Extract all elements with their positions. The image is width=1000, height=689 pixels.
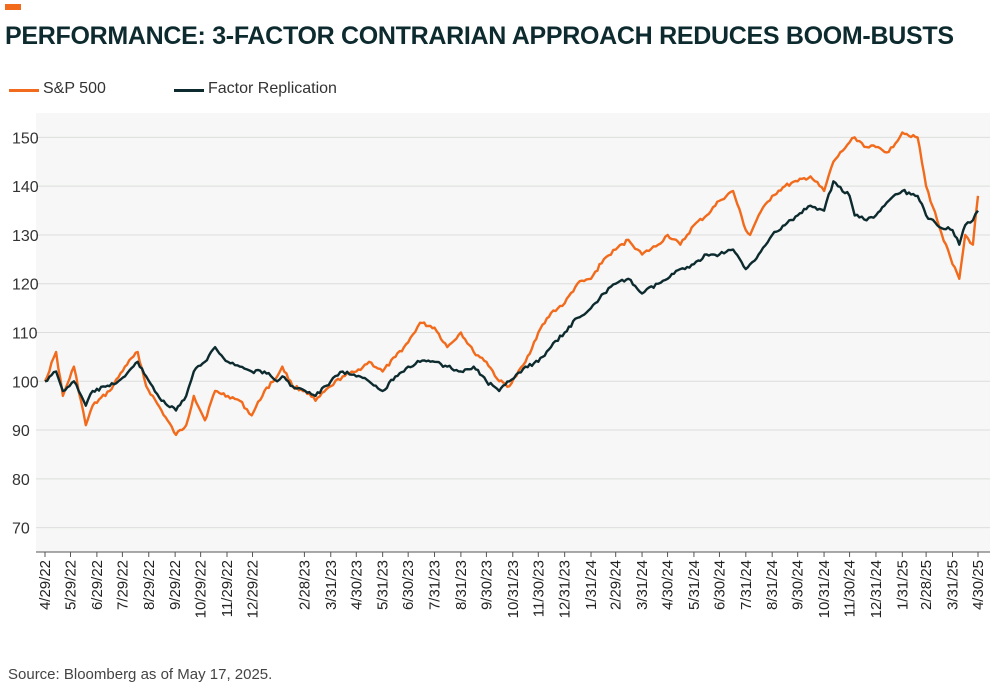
y-tick-label-130: 130 bbox=[12, 228, 39, 245]
y-tick-label-100: 100 bbox=[12, 374, 39, 391]
page-title: PERFORMANCE: 3-FACTOR CONTRARIAN APPROAC… bbox=[5, 22, 954, 50]
x-tick-label: 2/28/25 bbox=[918, 560, 935, 610]
x-tick-label: 5/31/23 bbox=[375, 560, 392, 610]
x-tick-label: 3/31/24 bbox=[634, 560, 651, 610]
x-tick-label: 4/30/25 bbox=[970, 560, 987, 610]
y-tick-label-140: 140 bbox=[12, 179, 39, 196]
x-tick-label: 4/29/22 bbox=[37, 560, 54, 610]
y-tick-label-120: 120 bbox=[12, 277, 39, 294]
series-line-factor-replication bbox=[44, 180, 979, 412]
x-tick-label: 5/29/22 bbox=[63, 560, 80, 610]
x-tick-label: 7/31/24 bbox=[738, 560, 755, 610]
x-tick-label: 1/31/24 bbox=[583, 560, 600, 610]
x-tick-label: 10/31/24 bbox=[816, 560, 833, 618]
x-tick-label: 9/30/23 bbox=[478, 560, 495, 610]
x-tick-label: 8/31/24 bbox=[764, 560, 781, 610]
x-tick-label: 9/30/24 bbox=[790, 560, 807, 610]
series-line-sp500 bbox=[43, 131, 980, 437]
x-tick-label: 11/30/24 bbox=[842, 560, 859, 617]
x-tick-label: 3/31/23 bbox=[323, 560, 340, 610]
x-tick-label: 10/29/22 bbox=[193, 560, 210, 618]
x-tick-label: 4/30/23 bbox=[348, 560, 365, 610]
legend-label-factor: Factor Replication bbox=[208, 80, 337, 97]
y-tick-label-110: 110 bbox=[12, 326, 38, 343]
accent-bar bbox=[5, 4, 21, 10]
x-tick-label: 5/31/24 bbox=[686, 560, 703, 610]
x-tick-label: 8/29/22 bbox=[141, 560, 158, 610]
y-tick-label-70: 70 bbox=[12, 521, 30, 538]
x-tick-label: 2/28/23 bbox=[296, 560, 313, 610]
x-tick-label: 11/29/22 bbox=[219, 560, 236, 617]
legend-swatch-sp500 bbox=[9, 89, 39, 92]
legend-swatch-factor bbox=[174, 89, 204, 92]
y-tick-label-80: 80 bbox=[12, 472, 30, 489]
x-tick-label: 12/29/22 bbox=[245, 560, 262, 618]
x-tick-label: 7/29/22 bbox=[114, 560, 131, 610]
x-tick-label: 6/30/23 bbox=[400, 560, 417, 610]
y-tick-label-150: 150 bbox=[12, 130, 39, 147]
x-tick-label: 8/31/23 bbox=[453, 560, 470, 610]
x-tick-label: 12/31/23 bbox=[557, 560, 574, 618]
x-tick-label: 3/31/25 bbox=[944, 560, 961, 610]
x-tick-label: 4/30/24 bbox=[660, 560, 677, 610]
source-note: Source: Bloomberg as of May 17, 2025. bbox=[8, 666, 273, 683]
x-tick-label: 7/31/23 bbox=[427, 560, 444, 610]
x-tick-label: 1/31/25 bbox=[894, 560, 911, 610]
x-tick-label: 10/31/23 bbox=[505, 560, 522, 618]
x-tick-label: 2/29/24 bbox=[608, 560, 625, 610]
x-tick-label: 6/29/22 bbox=[89, 560, 106, 610]
x-tick-label: 11/30/23 bbox=[530, 560, 547, 617]
y-tick-label-90: 90 bbox=[12, 423, 30, 440]
x-tick-label: 9/29/22 bbox=[167, 560, 184, 610]
x-tick-label: 6/30/24 bbox=[711, 560, 728, 610]
legend-label-sp500: S&P 500 bbox=[43, 80, 106, 97]
x-tick-label: 12/31/24 bbox=[868, 560, 885, 618]
